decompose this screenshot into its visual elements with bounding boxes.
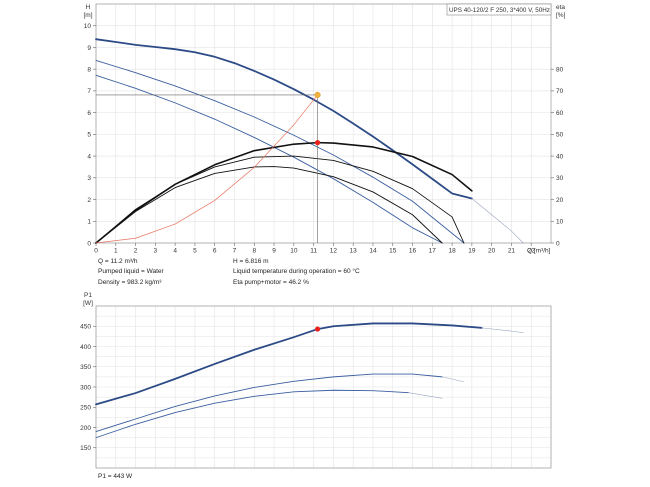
head-curve [95, 38, 473, 200]
chart-title: UPS 40-120/2 F 250, 3*400 V, 50Hz [449, 7, 550, 14]
power-curve [441, 376, 465, 383]
power-curve [95, 373, 443, 432]
y2-tick-label: 40 [556, 153, 564, 160]
y2-tick-label: 0 [556, 240, 560, 247]
head-curve [471, 198, 524, 244]
y2-tick-label: 20 [556, 197, 564, 204]
x-tick-label: 14 [369, 248, 377, 255]
y-tick-label: 300 [80, 384, 91, 391]
x-tick-label: 1 [114, 248, 118, 255]
x-tick-label: 11 [310, 248, 317, 255]
y2-axis-unit: [%] [556, 12, 566, 19]
title-box [446, 3, 552, 16]
head-curve [95, 60, 465, 244]
head-text: H = 6.816 m [233, 258, 269, 265]
y2-axis-label: eta [556, 4, 565, 11]
y-tick-label: 250 [80, 405, 91, 412]
y-tick-label: 1 [87, 219, 91, 226]
x-tick-label: 22 [528, 248, 536, 255]
y-axis-unit: [W] [83, 300, 93, 307]
x-tick-label: 12 [330, 248, 338, 255]
y-tick-label: 150 [80, 445, 91, 452]
y-axis-unit: [m] [83, 12, 92, 19]
y-tick-label: 450 [80, 324, 91, 331]
x-tick-label: 18 [448, 248, 456, 255]
plot-frame-top [95, 3, 552, 244]
y2-tick-label: 60 [556, 110, 564, 117]
x-tick-label: 16 [409, 248, 417, 255]
x-tick-label: 9 [272, 248, 276, 255]
x-tick-label: 10 [290, 248, 298, 255]
x-tick-label: 17 [429, 248, 437, 255]
y-tick-label: 8 [87, 66, 91, 73]
efficiency-curve [95, 166, 443, 244]
power-curve [95, 322, 483, 406]
y-tick-label: 200 [80, 425, 91, 432]
efficiency-curve [95, 155, 465, 244]
y2-tick-label: 30 [556, 175, 564, 182]
head-curve [95, 74, 443, 244]
y-tick-label: 400 [80, 344, 91, 351]
x-axis-label: Q [m³/h] [527, 248, 551, 255]
x-tick-label: 2 [134, 248, 138, 255]
duty-point-head [314, 91, 321, 98]
flow-rate-text: Q = 11.2 m³/h [98, 258, 138, 265]
y-tick-label: 0 [87, 240, 91, 247]
y2-tick-label: 50 [556, 132, 564, 139]
x-tick-label: 20 [488, 248, 496, 255]
pumped-liquid-text: Pumped liquid = Water [98, 268, 164, 275]
efficiency-curve [95, 141, 473, 244]
y-tick-label: 2 [87, 197, 91, 204]
y-tick-label: 6 [87, 110, 91, 117]
x-tick-label: 5 [193, 248, 197, 255]
efficiency-text: Eta pump+motor = 46.2 % [233, 279, 309, 286]
x-tick-label: 0 [94, 248, 98, 255]
power-text: P1 = 443 W [98, 473, 133, 480]
x-tick-label: 21 [508, 248, 516, 255]
duty-point-power [314, 326, 321, 332]
y-tick-label: 350 [80, 364, 91, 371]
x-tick-label: 3 [154, 248, 158, 255]
x-tick-label: 7 [233, 248, 237, 255]
y-tick-label: 3 [87, 175, 91, 182]
y2-tick-label: 10 [556, 219, 564, 226]
power-curve [95, 389, 410, 439]
density-text: Density = 983.2 kg/m³ [98, 279, 162, 286]
y-axis-label: H [86, 4, 91, 11]
power-curve [408, 392, 443, 399]
x-tick-label: 8 [252, 248, 256, 255]
y-tick-label: 7 [87, 88, 91, 95]
duty-point-efficiency [314, 140, 321, 146]
x-tick-label: 4 [173, 248, 177, 255]
x-tick-label: 13 [350, 248, 358, 255]
power-curve [481, 327, 524, 334]
y-tick-label: 4 [87, 153, 91, 160]
y2-tick-label: 70 [556, 88, 564, 95]
y2-tick-label: 80 [556, 66, 564, 73]
y-tick-label: 5 [87, 132, 91, 139]
system-curve [95, 94, 318, 244]
liquid-temperature-text: Liquid temperature during operation = 60… [233, 268, 360, 275]
x-tick-label: 6 [213, 248, 217, 255]
x-tick-label: 15 [389, 248, 397, 255]
y-axis-label: P1 [84, 292, 92, 299]
x-tick-label: 19 [468, 248, 476, 255]
y-tick-label: 9 [87, 45, 91, 52]
y-tick-label: 10 [84, 23, 92, 30]
